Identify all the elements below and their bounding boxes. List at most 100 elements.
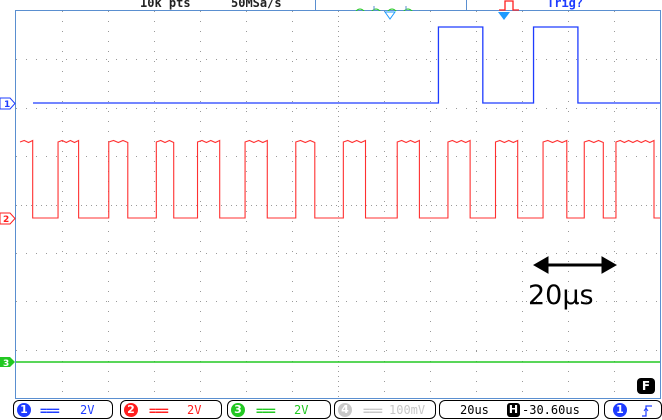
grid-dot xyxy=(338,76,339,77)
grid-dot xyxy=(154,91,155,92)
grid-dot xyxy=(186,301,187,302)
grid-dot xyxy=(338,36,339,37)
grid-dot xyxy=(62,61,63,62)
grid-dot xyxy=(338,236,339,237)
grid-dot xyxy=(216,301,217,302)
grid-dot xyxy=(62,201,63,202)
grid-dot xyxy=(154,41,155,42)
grid-dot xyxy=(338,11,339,12)
grid-dot xyxy=(430,101,431,102)
grid-dot xyxy=(338,291,339,292)
grid-dot xyxy=(336,253,337,254)
grid-dot xyxy=(446,108,447,109)
grid-dot xyxy=(338,356,339,357)
grid-dot xyxy=(200,21,201,22)
grid-dot xyxy=(338,386,339,387)
grid-dot xyxy=(338,241,339,242)
grid-dot xyxy=(568,101,569,102)
grid-dot xyxy=(656,301,657,302)
grid-dot xyxy=(62,41,63,42)
grid-dot xyxy=(476,350,477,351)
grid-dot xyxy=(384,311,385,312)
grid-dot xyxy=(486,205,487,206)
grid-dot xyxy=(556,156,557,157)
grid-dot xyxy=(326,108,327,109)
grid-dot xyxy=(522,141,523,142)
grid-dot xyxy=(476,31,477,32)
grid-dot xyxy=(356,301,357,302)
grid-dot xyxy=(292,91,293,92)
grid-dot xyxy=(546,59,547,60)
grid-dot xyxy=(96,350,97,351)
grid-dot xyxy=(614,371,615,372)
grid-dot xyxy=(108,331,109,332)
ch4-settings[interactable]: 4 === 100mV xyxy=(334,400,436,419)
grid-dot xyxy=(646,350,647,351)
grid-dot xyxy=(292,191,293,192)
ch1-marker[interactable]: 1 xyxy=(0,97,16,110)
ch2-settings[interactable]: 2 === 2V xyxy=(120,400,222,419)
grid-dot xyxy=(430,171,431,172)
grid-dot xyxy=(51,205,52,206)
grid-dot xyxy=(476,71,477,72)
timebase-settings[interactable]: 20us H -30.60us xyxy=(439,400,599,419)
grid-dot xyxy=(196,59,197,60)
grid-dot xyxy=(291,205,292,206)
grid-dot xyxy=(76,205,77,206)
function-key-icon[interactable]: F xyxy=(637,378,655,394)
grid-dot xyxy=(466,59,467,60)
grid-dot xyxy=(246,151,247,152)
trigger-settings[interactable]: 1 xyxy=(604,400,662,419)
grid-dot xyxy=(436,156,437,157)
grid-dot xyxy=(384,91,385,92)
grid-dot xyxy=(56,253,57,254)
grid-dot xyxy=(338,201,339,202)
grid-dot xyxy=(296,350,297,351)
ch1-settings[interactable]: 1 === 2V xyxy=(13,400,113,419)
grid-dot xyxy=(476,161,477,162)
grid-dot xyxy=(466,205,467,206)
grid-dot xyxy=(326,59,327,60)
grid-dot xyxy=(126,156,127,157)
grid-dot xyxy=(26,156,27,157)
grid-dot xyxy=(568,181,569,182)
grid-dot xyxy=(154,341,155,342)
grid-dot xyxy=(506,253,507,254)
grid-dot xyxy=(614,41,615,42)
grid-dot xyxy=(430,131,431,132)
waveform-display[interactable]: 1 2 3 xyxy=(0,0,662,400)
ch3-marker[interactable]: 3 xyxy=(0,357,15,369)
memory-position-indicator[interactable] xyxy=(315,0,467,11)
grid-dot xyxy=(292,31,293,32)
grid-dot xyxy=(154,171,155,172)
trigger-position-marker[interactable] xyxy=(498,12,510,20)
graticule-frame xyxy=(15,10,661,399)
grid-dot xyxy=(526,301,527,302)
grid-dot xyxy=(108,281,109,282)
grid-dot xyxy=(136,59,137,60)
grid-dot xyxy=(81,205,82,206)
grid-dot xyxy=(568,201,569,202)
grid-dot xyxy=(271,205,272,206)
grid-dot xyxy=(568,21,569,22)
grid-dot xyxy=(108,221,109,222)
grid-dot xyxy=(568,151,569,152)
ch3-settings[interactable]: 3 === 2V xyxy=(227,400,331,419)
grid-dot xyxy=(166,301,167,302)
grid-dot xyxy=(62,181,63,182)
grid-dot xyxy=(556,253,557,254)
grid-dot xyxy=(651,205,652,206)
grid-dot xyxy=(338,86,339,87)
grid-dot xyxy=(606,350,607,351)
grid-dot xyxy=(96,156,97,157)
grid-dot xyxy=(446,301,447,302)
grid-dot xyxy=(430,371,431,372)
grid-dot xyxy=(626,108,627,109)
grid-dot xyxy=(614,71,615,72)
grid-dot xyxy=(200,311,201,312)
grid-dot xyxy=(416,350,417,351)
grid-dot xyxy=(466,253,467,254)
grid-dot xyxy=(338,101,339,102)
bottom-status-bar: 1 === 2V 2 === 2V 3 === 2V 4 === 100mV 2… xyxy=(0,399,662,420)
ch2-marker[interactable]: 2 xyxy=(0,212,16,225)
